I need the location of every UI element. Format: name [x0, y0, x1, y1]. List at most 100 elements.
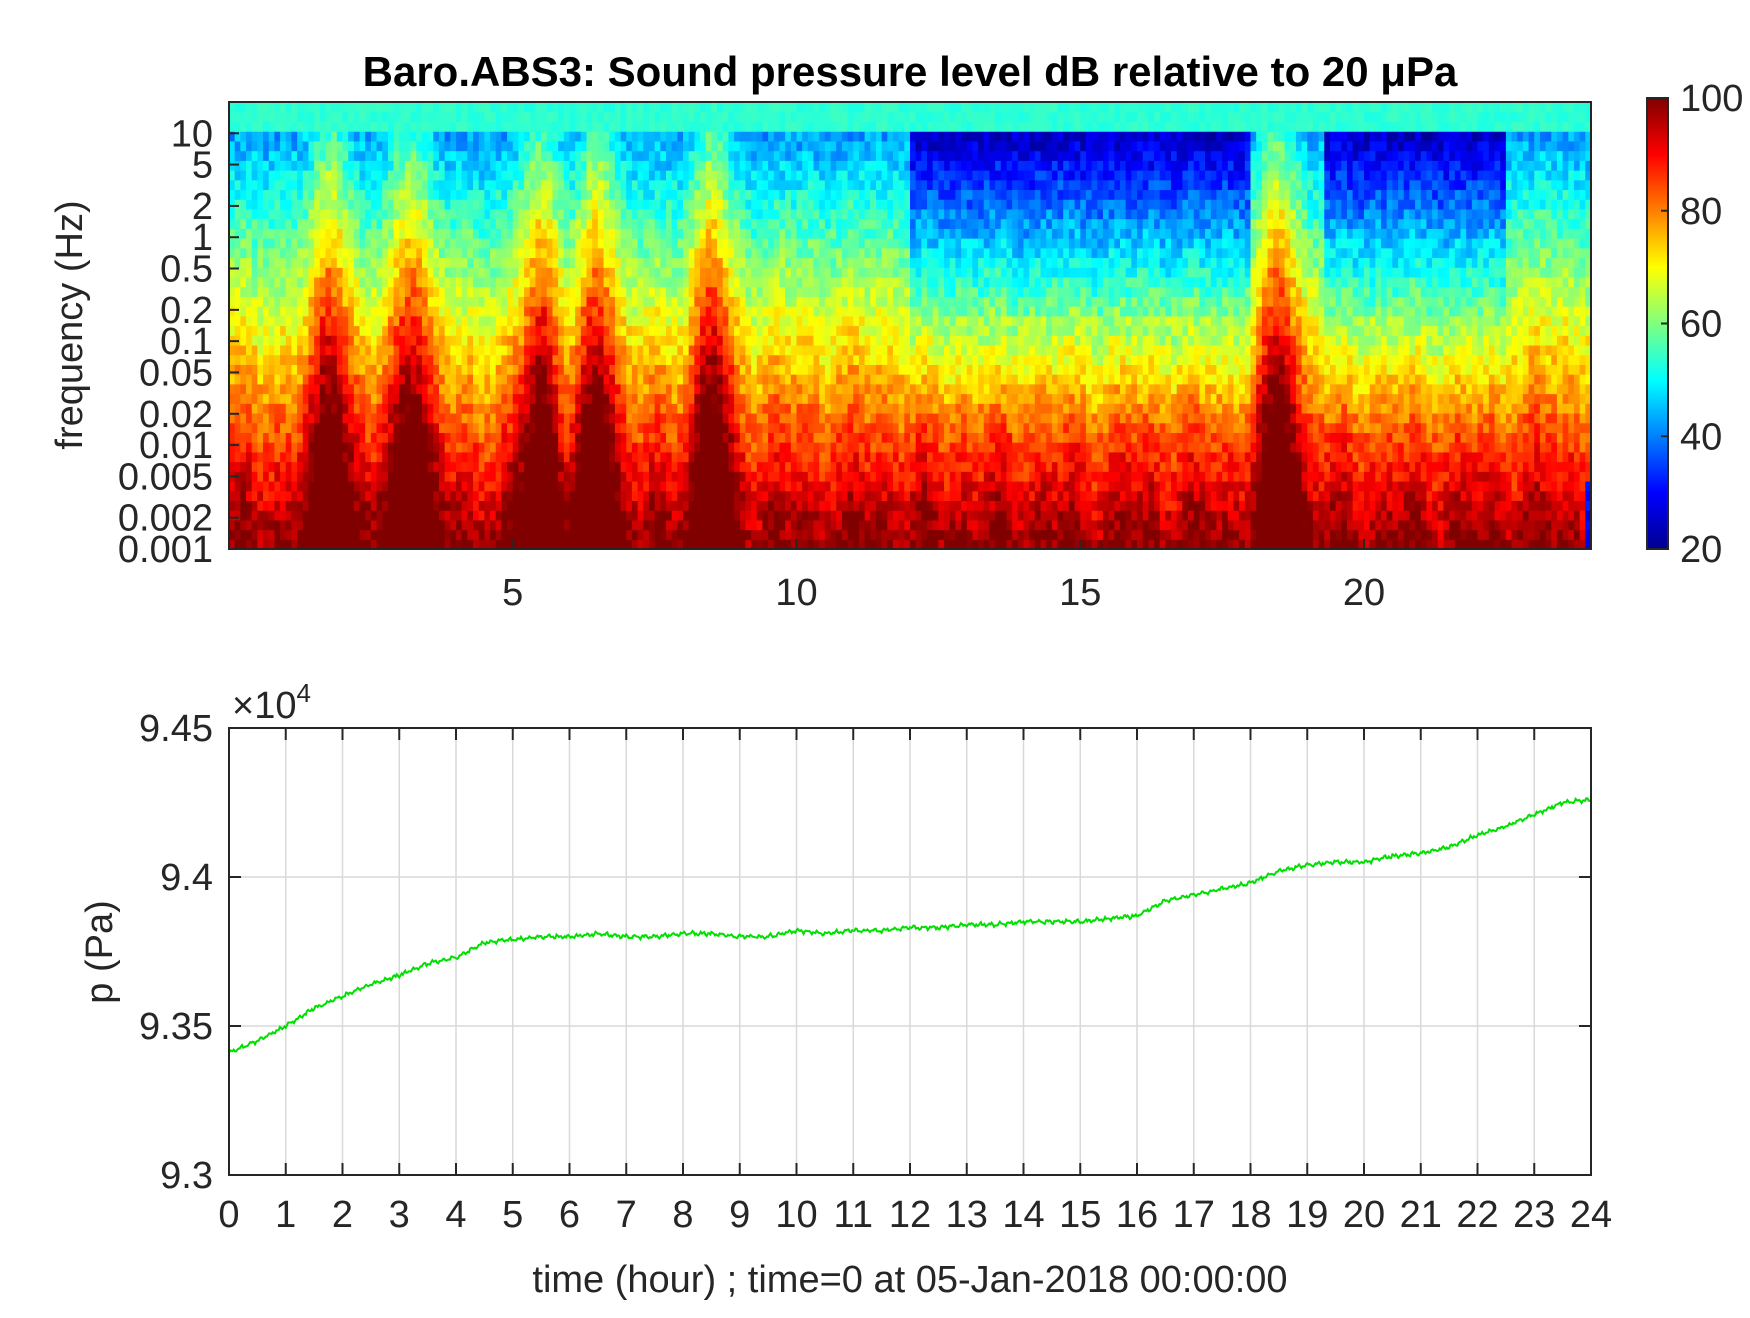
- spectrogram-cell: [325, 160, 332, 171]
- spectrogram-cell: [297, 412, 304, 424]
- spectrogram-cell: [580, 490, 588, 502]
- spectrogram-cell: [240, 238, 247, 249]
- spectrogram-cell: [234, 442, 241, 453]
- spectrogram-cell: [756, 179, 764, 191]
- spectrogram-cell: [229, 519, 236, 531]
- spectrogram-cell: [609, 539, 616, 549]
- spectrogram-cell: [404, 140, 412, 152]
- spectrogram-cell: [756, 364, 764, 375]
- spectrogram-cell: [336, 228, 344, 239]
- spectrogram-cell: [711, 257, 718, 268]
- spectrogram-cell: [427, 471, 434, 482]
- spectrogram-cell: [353, 306, 361, 317]
- spectrogram-cell: [762, 179, 769, 191]
- spectrogram-cell: [280, 422, 287, 433]
- spectrogram-cell: [484, 315, 491, 327]
- spectrogram-cell: [802, 442, 809, 453]
- spectrogram-cell: [240, 257, 247, 268]
- spectrogram-cell: [546, 480, 554, 492]
- spectrogram-cell: [779, 393, 786, 404]
- spectrogram-cell: [751, 344, 758, 356]
- spectrogram-cell: [495, 354, 502, 365]
- spectrogram-cell: [365, 403, 372, 414]
- spectrogram-cell: [336, 383, 344, 395]
- spectrogram-cell: [734, 160, 741, 171]
- spectrogram-cell: [802, 121, 809, 132]
- spectrogram-cell: [297, 247, 304, 259]
- spectrogram-cell: [745, 150, 752, 161]
- spectrogram-cell: [512, 344, 520, 356]
- spectrogram-cell: [240, 199, 247, 210]
- spectrogram-cell: [597, 383, 605, 395]
- spectrogram-cell: [365, 111, 372, 123]
- spectrogram-cell: [637, 111, 644, 123]
- spectrogram-cell: [683, 519, 690, 531]
- spectrogram-cell: [387, 238, 395, 249]
- spectrogram-cell: [756, 432, 764, 443]
- spectrogram-cell: [280, 306, 287, 317]
- spectrogram-cell: [592, 315, 599, 327]
- spectrogram-cell: [251, 422, 258, 433]
- spectrogram-cell: [739, 500, 747, 511]
- spectrogram-cell: [700, 500, 707, 511]
- spectrogram-cell: [467, 510, 474, 521]
- spectrogram-cell: [387, 364, 395, 375]
- spectrogram-cell: [529, 335, 537, 346]
- spectrogram-cell: [348, 208, 355, 220]
- spectrogram-cell: [450, 208, 457, 220]
- spectrogram-cell: [626, 432, 633, 443]
- spectrogram-cell: [421, 140, 429, 152]
- spectrogram-cell: [631, 383, 639, 395]
- spectrogram-cell: [314, 102, 321, 113]
- spectrogram-cell: [297, 325, 304, 336]
- spectrogram-cell: [745, 412, 752, 424]
- spectrogram-cell: [762, 471, 769, 482]
- spectrogram-cell: [671, 500, 678, 511]
- spectrogram-cell: [461, 296, 468, 307]
- spectrogram-cell: [319, 315, 327, 327]
- spectrogram-cell: [501, 296, 508, 307]
- spectrogram-cell: [631, 238, 639, 249]
- spectrogram-cell: [257, 480, 264, 492]
- spectrogram-cell: [694, 199, 701, 210]
- spectrogram-cell: [711, 121, 718, 132]
- spectrogram-cell: [410, 296, 417, 307]
- spectrogram-cell: [331, 403, 338, 414]
- spectrogram-cell: [665, 228, 673, 239]
- spectrogram-cell: [620, 461, 627, 472]
- spectrogram-cell: [308, 102, 315, 113]
- spectrogram-cell: [552, 403, 559, 414]
- spectrogram-cell: [580, 480, 588, 492]
- spectrogram-cell: [325, 189, 332, 200]
- spectrogram-cell: [756, 344, 764, 356]
- spectrogram-cell: [302, 150, 310, 161]
- spectrogram-cell: [319, 218, 327, 229]
- spectrogram-cell: [546, 179, 554, 191]
- spectrogram-cell: [467, 121, 474, 132]
- spectrogram-cell: [614, 442, 622, 453]
- spectrogram-cell: [263, 510, 270, 521]
- spectrogram-cell: [626, 121, 633, 132]
- spectrogram-cell: [240, 344, 247, 356]
- spectrogram-cell: [563, 102, 571, 113]
- spectrogram-cell: [762, 442, 769, 453]
- spectrogram-cell: [291, 529, 298, 540]
- spectrogram-cell: [688, 228, 695, 239]
- spectrogram-cell: [274, 442, 281, 453]
- spectrogram-cell: [688, 500, 695, 511]
- spectrogram-cell: [841, 490, 849, 502]
- spectrogram-cell: [229, 102, 236, 113]
- spectrogram-cell: [319, 228, 327, 239]
- spectrogram-cell: [694, 510, 701, 521]
- spectrogram-cell: [694, 131, 701, 142]
- spectrogram-cell: [370, 480, 378, 492]
- spectrogram-cell: [467, 471, 474, 482]
- spectrogram-cell: [427, 500, 434, 511]
- spectrogram-cell: [694, 140, 701, 152]
- spectrogram-cell: [319, 539, 327, 549]
- spectrogram-cell: [643, 529, 650, 540]
- spectrogram-cell: [631, 354, 639, 365]
- spectrogram-cell: [229, 500, 236, 511]
- spectrogram-cell: [478, 296, 485, 307]
- spectrogram-cell: [234, 451, 241, 463]
